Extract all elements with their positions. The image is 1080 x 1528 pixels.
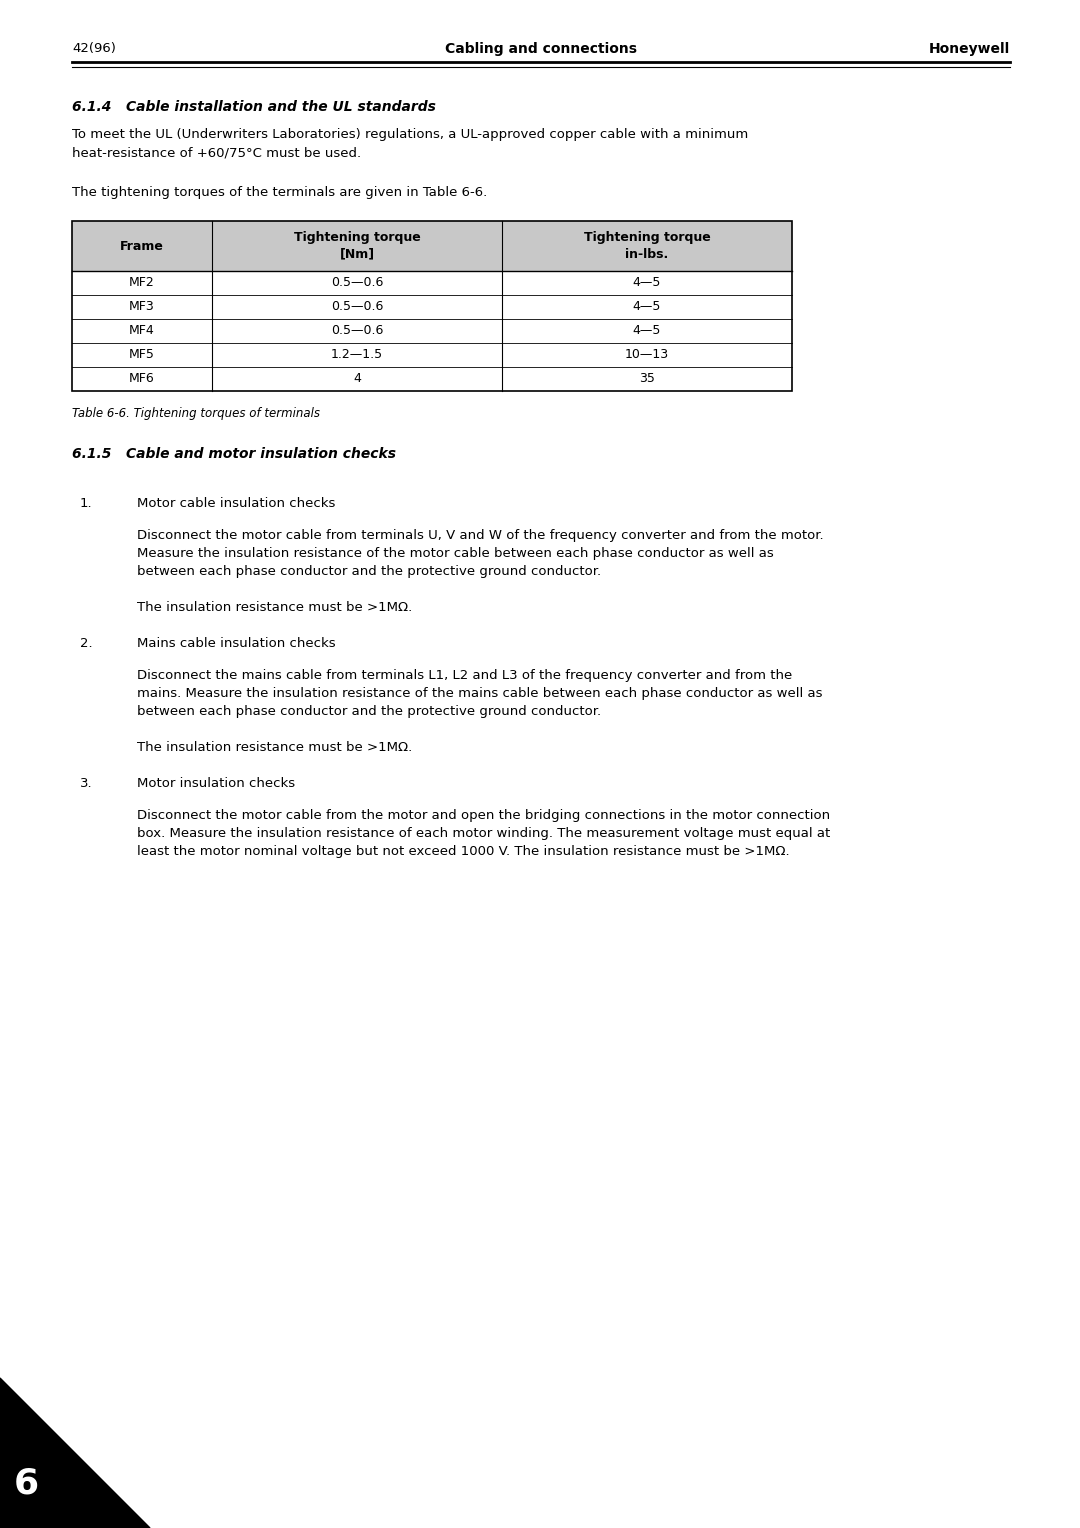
Text: 35: 35 (639, 373, 654, 385)
Text: between each phase conductor and the protective ground conductor.: between each phase conductor and the pro… (137, 704, 602, 718)
Text: least the motor nominal voltage but not exceed 1000 V. The insulation resistance: least the motor nominal voltage but not … (137, 845, 789, 859)
Text: The insulation resistance must be >1MΩ.: The insulation resistance must be >1MΩ. (137, 741, 413, 753)
Text: MF6: MF6 (130, 373, 154, 385)
Text: Honeywell: Honeywell (929, 41, 1010, 57)
Text: 42(96): 42(96) (72, 41, 116, 55)
Text: 4—5: 4—5 (633, 277, 661, 289)
Text: MF2: MF2 (130, 277, 154, 289)
Text: Tightening torque
[Nm]: Tightening torque [Nm] (294, 232, 420, 260)
Text: Disconnect the motor cable from terminals U, V and W of the frequency converter : Disconnect the motor cable from terminal… (137, 529, 824, 542)
Text: 6.1.5   Cable and motor insulation checks: 6.1.5 Cable and motor insulation checks (72, 448, 396, 461)
Text: To meet the UL (Underwriters Laboratories) regulations, a UL-approved copper cab: To meet the UL (Underwriters Laboratorie… (72, 128, 748, 141)
Text: box. Measure the insulation resistance of each motor winding. The measurement vo: box. Measure the insulation resistance o… (137, 827, 831, 840)
Text: 1.2—1.5: 1.2—1.5 (330, 348, 383, 362)
Text: 2.: 2. (80, 637, 93, 649)
Text: Tightening torque
in-lbs.: Tightening torque in-lbs. (583, 232, 711, 260)
Text: Frame: Frame (120, 240, 164, 252)
Text: Table 6-6. Tightening torques of terminals: Table 6-6. Tightening torques of termina… (72, 406, 320, 420)
Text: mains. Measure the insulation resistance of the mains cable between each phase c: mains. Measure the insulation resistance… (137, 688, 823, 700)
Text: 4—5: 4—5 (633, 324, 661, 338)
Text: Motor cable insulation checks: Motor cable insulation checks (137, 497, 336, 510)
Text: Disconnect the motor cable from the motor and open the bridging connections in t: Disconnect the motor cable from the moto… (137, 808, 831, 822)
Text: Measure the insulation resistance of the motor cable between each phase conducto: Measure the insulation resistance of the… (137, 547, 773, 559)
Text: 10—13: 10—13 (625, 348, 670, 362)
Text: Motor insulation checks: Motor insulation checks (137, 778, 295, 790)
Text: heat-resistance of +60/75°C must be used.: heat-resistance of +60/75°C must be used… (72, 147, 361, 159)
Bar (72, 222, 792, 391)
Text: The insulation resistance must be >1MΩ.: The insulation resistance must be >1MΩ. (137, 601, 413, 614)
Text: Mains cable insulation checks: Mains cable insulation checks (137, 637, 336, 649)
Text: MF4: MF4 (130, 324, 154, 338)
Text: 6: 6 (14, 1465, 39, 1500)
Text: between each phase conductor and the protective ground conductor.: between each phase conductor and the pro… (137, 565, 602, 578)
Text: 4—5: 4—5 (633, 301, 661, 313)
Text: 6.1.4   Cable installation and the UL standards: 6.1.4 Cable installation and the UL stan… (72, 99, 436, 115)
Text: 0.5—0.6: 0.5—0.6 (330, 324, 383, 338)
Text: 4: 4 (353, 373, 361, 385)
Text: Disconnect the mains cable from terminals L1, L2 and L3 of the frequency convert: Disconnect the mains cable from terminal… (137, 669, 793, 681)
Text: MF5: MF5 (130, 348, 154, 362)
Text: MF3: MF3 (130, 301, 154, 313)
Text: 3.: 3. (80, 778, 93, 790)
Text: Cabling and connections: Cabling and connections (445, 41, 637, 57)
Text: 1.: 1. (80, 497, 93, 510)
Polygon shape (0, 1378, 150, 1528)
Text: The tightening torques of the terminals are given in Table 6-6.: The tightening torques of the terminals … (72, 186, 487, 199)
Text: 0.5—0.6: 0.5—0.6 (330, 277, 383, 289)
Text: 0.5—0.6: 0.5—0.6 (330, 301, 383, 313)
Bar (72, 222, 792, 270)
